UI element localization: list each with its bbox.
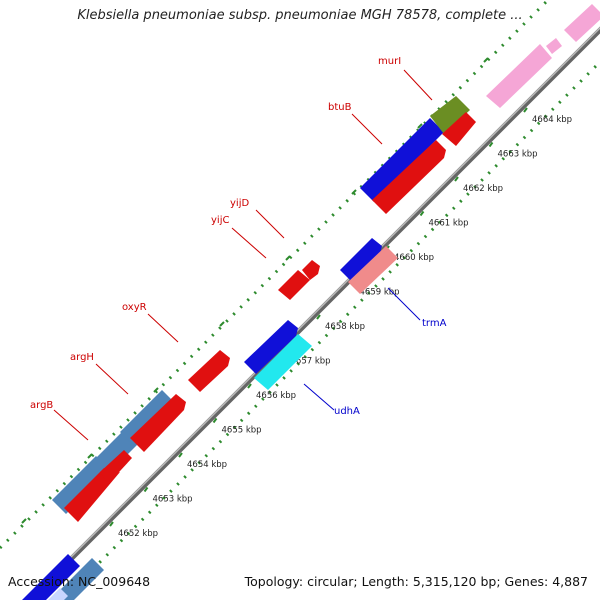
gene-red-c (130, 394, 186, 452)
tick-label: 4660 kbp (394, 253, 434, 263)
gene-pink-b (546, 38, 562, 54)
gene-label-btuB: btuB (328, 102, 352, 113)
gene-red-murI (442, 112, 476, 146)
tick-labels: 4652 kbp 4653 kbp 4654 kbp 4655 kbp 4656 kbp… (109, 107, 572, 539)
tick-label: 4663 kbp (498, 150, 538, 160)
gene-blue-mid (244, 320, 298, 374)
tick-label: 4658 kbp (325, 322, 365, 332)
map-title: Klebsiella pneumoniae subsp. pneumoniae … (77, 8, 523, 23)
gene-label-murI: murI (378, 56, 401, 67)
gene-pink-a (486, 44, 552, 108)
gene-pink-c (564, 4, 600, 42)
gene-label-trmA: trmA (422, 318, 447, 329)
callout-lines (53, 69, 433, 441)
gene-oxyR (188, 350, 230, 392)
gene-red-a (64, 468, 120, 522)
tick-mark (178, 452, 183, 458)
tick-mark (419, 210, 425, 217)
tick-mark (454, 176, 459, 182)
gene-label-yijC: yijC (211, 215, 229, 226)
upper-dotted-line (0, 0, 550, 550)
tick-label: 4654 kbp (187, 460, 227, 470)
gene-label-oxyR: oxyR (122, 302, 147, 313)
gene-blue-bottom (22, 554, 80, 600)
tick-label: 4652 kbp (118, 529, 158, 539)
genome-summary: Topology: circular; Length: 5,315,120 bp… (244, 574, 588, 589)
accession-label: Accession: NC_009648 (8, 574, 151, 589)
tick-label: 4662 kbp (463, 184, 503, 194)
tick-mark (143, 486, 149, 493)
tick-label: 4657 kbp (291, 357, 331, 367)
gene-yijC (278, 270, 310, 300)
gene-blue-trmA (340, 238, 382, 282)
gene-btuB (360, 118, 444, 202)
gene-trmA (348, 246, 398, 294)
tick-label: 4659 kbp (360, 288, 400, 298)
tick-label: 4661 kbp (429, 219, 469, 229)
tick-mark (316, 314, 321, 320)
gene-murI (430, 96, 470, 134)
tick-mark (488, 141, 494, 148)
tick-mark (247, 383, 252, 389)
gene-labels: murI btuB yijD yijC oxyR argH argB trmA … (30, 56, 447, 417)
gene-features (22, 4, 600, 600)
gene-red-b (100, 450, 132, 484)
gene-red-btuB (372, 140, 446, 214)
tick-label: 4664 kbp (532, 115, 572, 125)
tick-label: 4655 kbp (222, 426, 262, 436)
gene-label-yijD: yijD (230, 198, 249, 209)
gene-udhA (254, 334, 312, 390)
upper-dashes (21, 57, 489, 524)
gene-label-argB: argB (30, 400, 53, 411)
tick-mark (109, 521, 114, 527)
gene-yijD (302, 260, 320, 280)
gene-label-argH: argH (70, 352, 94, 363)
tick-mark (212, 417, 218, 424)
tick-label: 4656 kbp (256, 391, 296, 401)
gene-label-udhA: udhA (334, 406, 360, 417)
tick-label: 4653 kbp (153, 495, 193, 505)
genome-backbone (26, 26, 600, 600)
gene-argH-blue-end (120, 390, 176, 446)
tick-mark (523, 107, 528, 113)
gene-light-bottom (48, 588, 68, 600)
gene-steelblue-bottom (54, 558, 104, 600)
